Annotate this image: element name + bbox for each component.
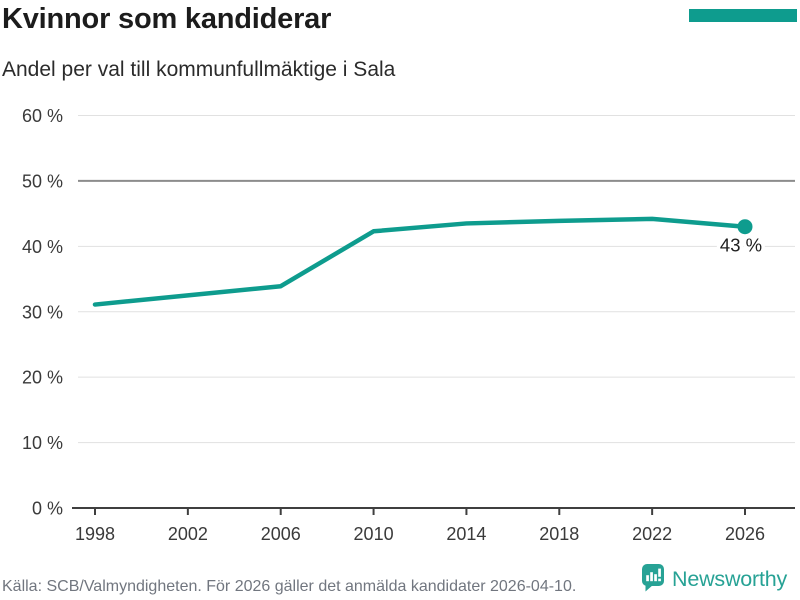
y-axis-label: 50 %: [22, 171, 63, 191]
end-point-label: 43 %: [720, 235, 762, 256]
y-axis-label: 10 %: [22, 433, 63, 453]
newsworthy-logo: Newsworthy: [641, 563, 787, 595]
brand-accent-bar: [689, 9, 797, 22]
y-axis-label: 60 %: [22, 106, 63, 126]
y-axis-label: 30 %: [22, 302, 63, 322]
x-axis-label: 2010: [354, 524, 394, 544]
x-axis-label: 2014: [446, 524, 486, 544]
chart-footer: Källa: SCB/Valmyndigheten. För 2026 gäll…: [0, 560, 800, 600]
end-point-dot: [737, 219, 753, 235]
chart-subtitle: Andel per val till kommunfullmäktige i S…: [2, 58, 396, 81]
x-axis-label: 1998: [75, 524, 115, 544]
x-axis-label: 2022: [632, 524, 672, 544]
newsworthy-logo-text: Newsworthy: [672, 567, 788, 591]
line-chart: 0 % 10 % 20 % 30 % 40 % 50 % 60 % 1998 2002 2006 2…: [22, 106, 795, 544]
line-chart-svg: 0 % 10 % 20 % 30 % 40 % 50 % 60 % 1998 2002 2006 2…: [22, 106, 795, 544]
x-axis-label: 2018: [539, 524, 579, 544]
x-axis-label: 2026: [725, 524, 765, 544]
y-axis-label: 0 %: [32, 499, 63, 519]
x-axis-label: 2002: [168, 524, 208, 544]
bar-chart-speech-bubble-icon: [642, 564, 664, 592]
y-axis-label: 20 %: [22, 368, 63, 388]
x-axis-label: 2006: [261, 524, 301, 544]
y-axis-label: 40 %: [22, 237, 63, 257]
source-note: Källa: SCB/Valmyndigheten. För 2026 gäll…: [2, 578, 577, 595]
data-line: [92, 216, 748, 307]
chart-title: Kvinnor som kandiderar: [2, 3, 332, 35]
